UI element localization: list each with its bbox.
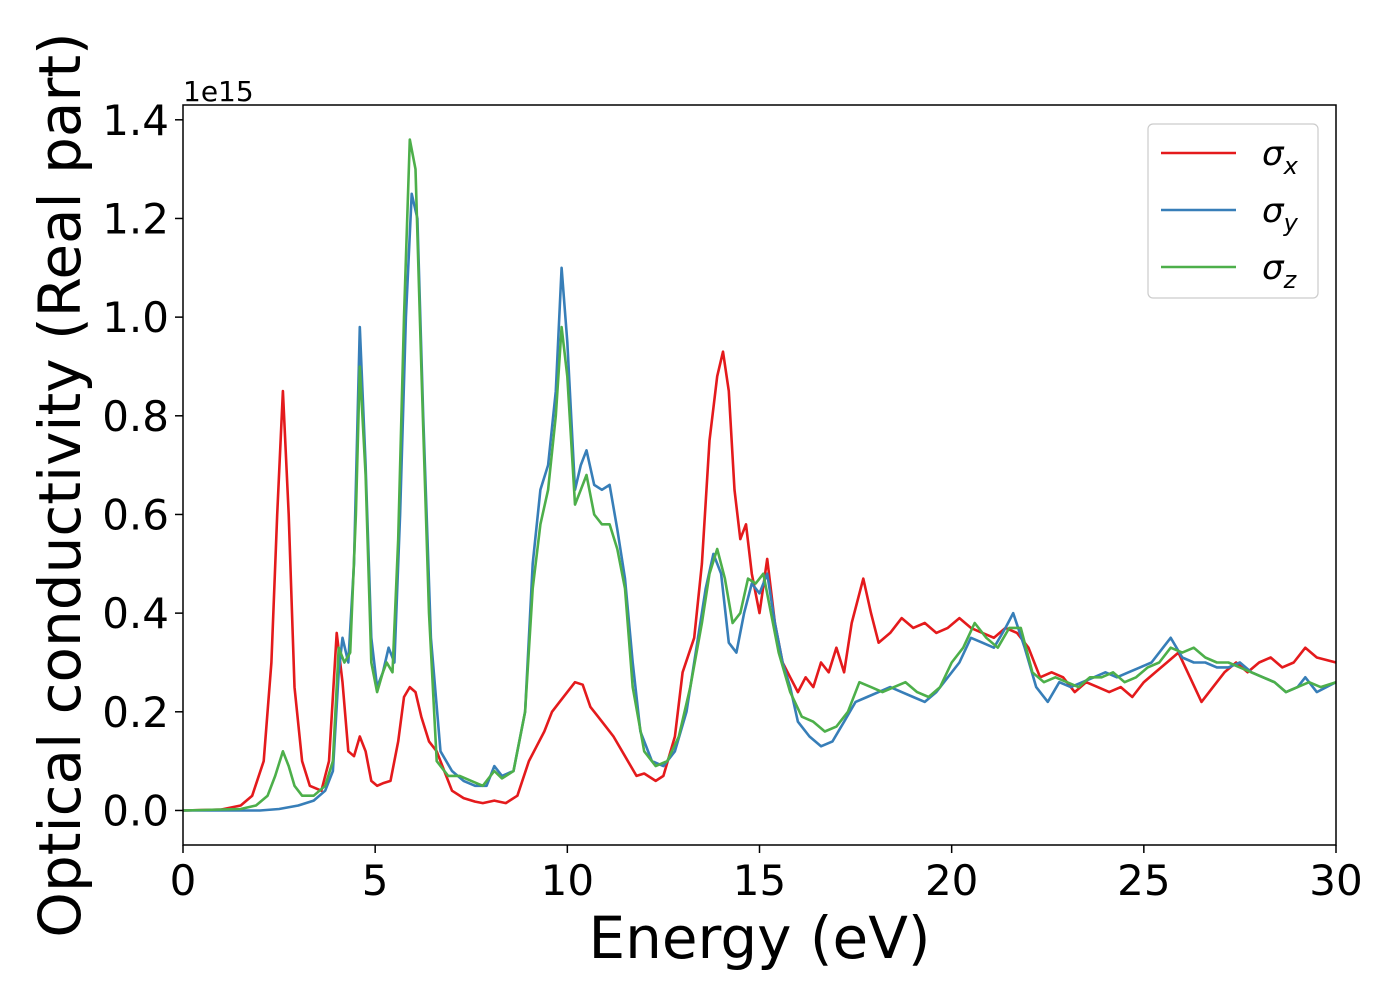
plot-background: [183, 105, 1336, 845]
x-axis-ticks: 0 5 10 15 20 25 30: [170, 845, 1363, 905]
x-tick-label: 15: [733, 856, 786, 905]
x-tick-label: 30: [1309, 856, 1362, 905]
y-tick-label: 1.0: [102, 293, 169, 342]
y-tick-label: 0.4: [102, 589, 169, 638]
series-layer: [183, 138, 1336, 812]
y-tick-label: 1.2: [102, 194, 169, 243]
y-offset-label: 1e15: [183, 75, 254, 108]
legend-label-sigma-y: σy: [1262, 191, 1299, 237]
y-tick-label: 1.4: [102, 96, 169, 145]
x-tick-label: 5: [362, 856, 389, 905]
y-tick-label: 0.8: [102, 392, 169, 441]
x-tick-label: 25: [1117, 856, 1170, 905]
series-line-sigma-z: [183, 138, 1336, 812]
y-tick-label: 0.0: [102, 786, 169, 835]
series-line-sigma-x: [183, 350, 1336, 812]
x-tick-label: 10: [541, 856, 594, 905]
y-tick-label: 0.2: [102, 688, 169, 737]
y-axis-ticks: 0.0 0.2 0.4 0.6 0.8 1.0 1.2 1.4: [102, 96, 183, 835]
y-axis-label: Optical conductivity (Real part): [26, 32, 94, 937]
x-tick-label: 20: [925, 856, 978, 905]
x-axis-label: Energy (eV): [588, 904, 930, 972]
y-tick-label: 0.6: [102, 490, 169, 539]
x-tick-label: 0: [170, 856, 197, 905]
